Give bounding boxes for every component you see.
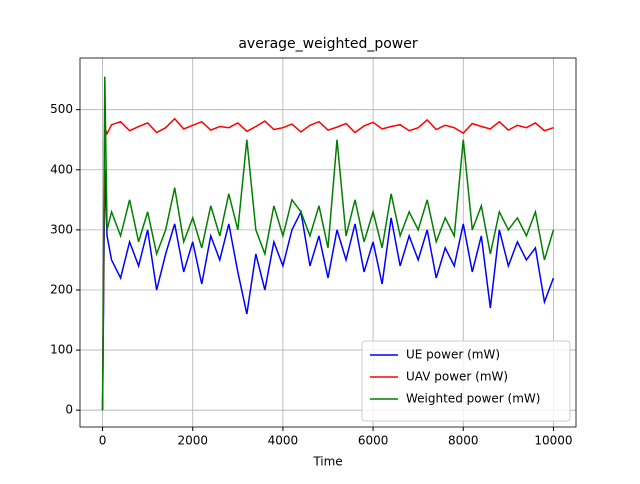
legend-box: [361, 340, 571, 422]
y-tick-label: 500: [50, 102, 73, 116]
plot-frame: [79, 57, 577, 428]
x-tick-label: 2000: [177, 434, 208, 448]
legend-label: Weighted power (mW): [406, 392, 540, 406]
y-tick-label: 400: [50, 162, 73, 176]
legend-label: UE power (mW): [406, 348, 500, 362]
x-tick-label: 0: [99, 434, 107, 448]
x-axis-label: Time: [312, 455, 342, 469]
x-tick-label: 10000: [534, 434, 572, 448]
x-tick-label: 8000: [448, 434, 479, 448]
data-line: [101, 117, 554, 411]
y-tick-label: 0: [65, 403, 73, 417]
y-tick-label: 200: [50, 282, 73, 296]
y-tick-label: 300: [50, 222, 73, 236]
y-tick-label: 100: [50, 343, 73, 357]
legend-label: UAV power (mW): [406, 370, 508, 384]
chart-title: average_weighted_power: [238, 36, 418, 52]
data-line: [101, 76, 555, 411]
data-line: [101, 169, 555, 411]
x-tick-label: 6000: [358, 434, 389, 448]
x-tick-label: 4000: [268, 434, 299, 448]
